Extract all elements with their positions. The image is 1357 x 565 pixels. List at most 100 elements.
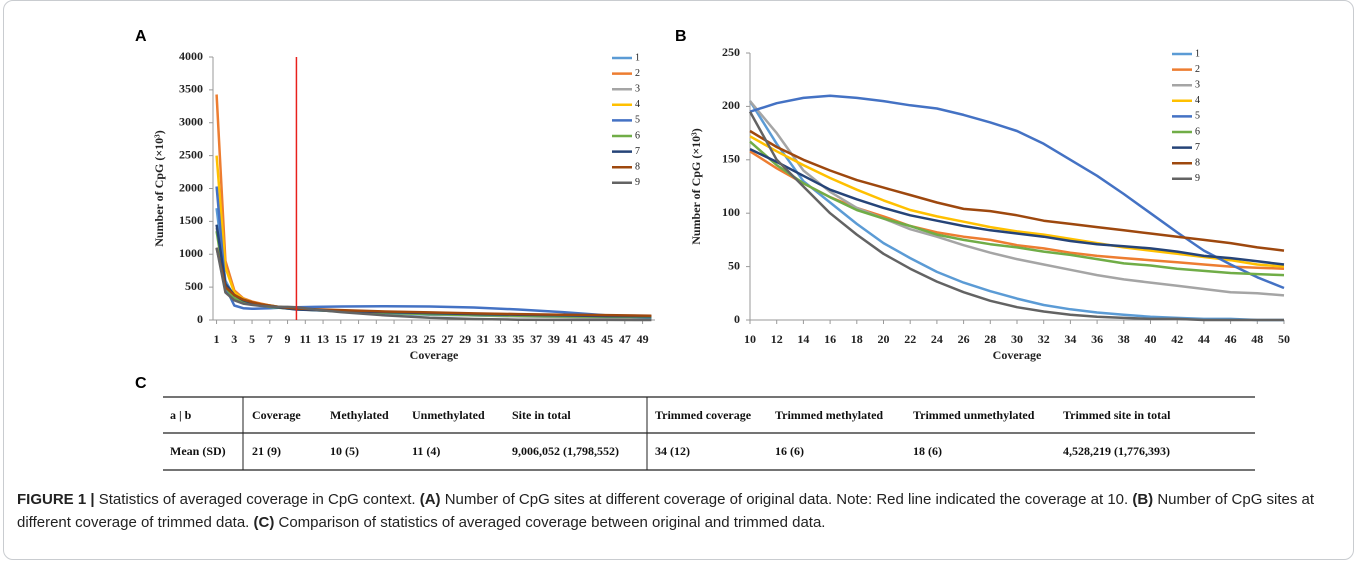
- x-tick-label: 36: [1091, 332, 1103, 346]
- y-tick-label: 100: [722, 205, 740, 219]
- x-tick-label: 16: [824, 332, 836, 346]
- panel-label: C: [135, 375, 147, 392]
- series-line: [215, 186, 652, 320]
- series-line: [749, 129, 1285, 252]
- table-header-cell: Site in total: [512, 408, 571, 422]
- y-tick-label: 50: [728, 258, 740, 272]
- table-cell: 21 (9): [252, 444, 281, 458]
- x-tick-label: 7: [267, 332, 273, 346]
- legend-label: 6: [1195, 126, 1200, 137]
- caption-text: Number of CpG sites at different coverag…: [440, 491, 1133, 508]
- x-tick-label: 1: [214, 332, 220, 346]
- x-tick-label: 45: [601, 332, 613, 346]
- x-tick-label: 43: [583, 332, 595, 346]
- y-tick-label: 3000: [179, 115, 203, 129]
- x-tick-label: 10: [744, 332, 756, 346]
- panel-label: A: [135, 28, 147, 45]
- y-tick-label: 1500: [179, 213, 203, 227]
- table-cell: 16 (6): [775, 444, 804, 458]
- caption: FIGURE 1 | Statistics of averaged covera…: [17, 488, 1342, 534]
- caption-text: Statistics of averaged coverage in CpG c…: [94, 491, 420, 508]
- y-tick-label: 500: [185, 279, 203, 293]
- table-cell: Mean (SD): [170, 444, 226, 458]
- x-tick-label: 11: [300, 332, 311, 346]
- y-tick-label: 150: [722, 152, 740, 166]
- legend-label: 9: [635, 177, 640, 188]
- legend-label: 4: [635, 99, 640, 110]
- table-header-cell: Trimmed unmethylated: [913, 408, 1035, 422]
- x-tick-label: 34: [1064, 332, 1076, 346]
- series-line: [749, 147, 1285, 266]
- legend-label: 5: [1195, 111, 1200, 122]
- y-tick-label: 2500: [179, 147, 203, 161]
- x-tick-label: 25: [424, 332, 436, 346]
- series-line: [749, 94, 1285, 290]
- table-header-cell: Unmethylated: [412, 408, 485, 422]
- table-cell: 4,528,219 (1,776,393): [1063, 444, 1170, 458]
- caption-bold: (C): [253, 514, 275, 531]
- legend-label: 4: [1195, 95, 1200, 106]
- legend-label: 3: [1195, 79, 1200, 90]
- x-tick-label: 17: [353, 332, 365, 346]
- caption-bold: FIGURE 1 |: [17, 491, 95, 508]
- series-line: [215, 94, 652, 318]
- series-line: [749, 100, 1285, 297]
- y-tick-label: 1000: [179, 246, 203, 260]
- x-tick-label: 18: [851, 332, 863, 346]
- series-line: [215, 231, 652, 319]
- legend-label: 2: [1195, 64, 1200, 75]
- x-tick-label: 40: [1145, 332, 1157, 346]
- x-tick-label: 42: [1171, 332, 1183, 346]
- x-tick-label: 22: [904, 332, 916, 346]
- x-tick-label: 41: [566, 332, 578, 346]
- x-tick-label: 29: [459, 332, 471, 346]
- x-axis-title: Coverage: [410, 348, 459, 362]
- table-header-cell: Trimmed site in total: [1063, 408, 1171, 422]
- y-axis-title: Number of CpG (×10³): [689, 128, 703, 245]
- table-cell: 10 (5): [330, 444, 359, 458]
- x-tick-label: 31: [477, 332, 489, 346]
- y-tick-label: 250: [722, 45, 740, 59]
- x-tick-label: 30: [1011, 332, 1023, 346]
- x-tick-label: 35: [512, 332, 524, 346]
- x-tick-label: 47: [619, 332, 631, 346]
- y-tick-label: 2000: [179, 180, 203, 194]
- series-line: [215, 224, 652, 318]
- series-line: [215, 155, 652, 318]
- series-line: [215, 227, 652, 320]
- series-line: [749, 140, 1285, 277]
- x-tick-label: 48: [1251, 332, 1263, 346]
- legend-label: 3: [635, 83, 640, 94]
- x-tick-label: 12: [771, 332, 783, 346]
- legend-label: 1: [1195, 48, 1200, 59]
- y-tick-label: 0: [734, 312, 740, 326]
- x-tick-label: 9: [285, 332, 291, 346]
- legend-label: 2: [635, 68, 640, 79]
- legend-label: 8: [635, 161, 640, 172]
- y-tick-label: 200: [722, 98, 740, 112]
- x-tick-label: 44: [1198, 332, 1210, 346]
- series-line: [748, 100, 1284, 322]
- x-tick-label: 21: [388, 332, 400, 346]
- x-tick-label: 39: [548, 332, 560, 346]
- x-tick-label: 38: [1118, 332, 1130, 346]
- table-cell: 18 (6): [913, 444, 942, 458]
- legend-label: 7: [1195, 142, 1200, 153]
- x-tick-label: 19: [370, 332, 382, 346]
- y-axis-title: Number of CpG (×10³): [152, 130, 166, 247]
- x-tick-label: 28: [984, 332, 996, 346]
- x-tick-label: 15: [335, 332, 347, 346]
- legend-label: 8: [1195, 157, 1200, 168]
- table-header-cell: Methylated: [330, 408, 389, 422]
- y-tick-label: 0: [197, 312, 203, 326]
- x-tick-label: 5: [249, 332, 255, 346]
- x-tick-label: 3: [231, 332, 237, 346]
- x-tick-label: 37: [530, 332, 542, 346]
- series-line: [748, 111, 1284, 322]
- table-cell: 34 (12): [655, 444, 690, 458]
- caption-text: Number of CpG sites at different coverag…: [17, 491, 1315, 531]
- y-tick-label: 3500: [179, 82, 203, 96]
- x-tick-label: 49: [637, 332, 649, 346]
